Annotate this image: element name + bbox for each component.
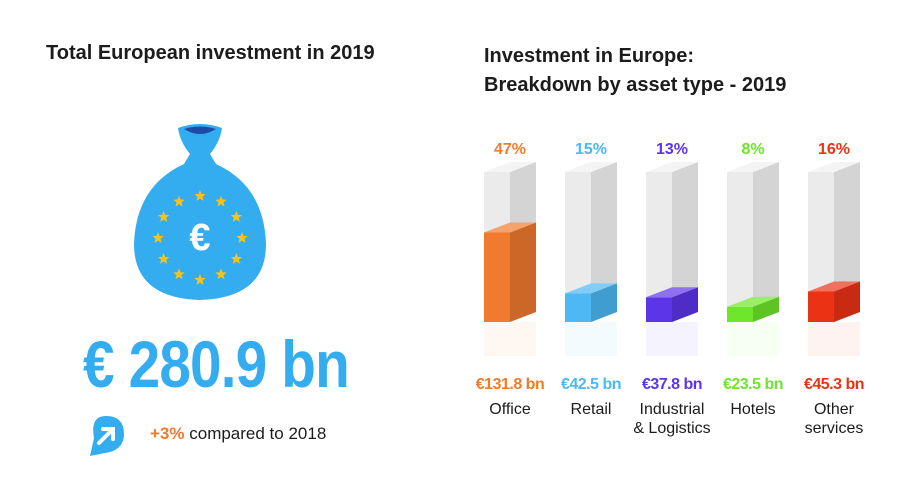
total-investment-title: Total European investment in 2019: [46, 42, 375, 64]
eu-star-icon: [173, 195, 185, 207]
breakdown-title-line1: Investment in Europe:: [484, 45, 695, 67]
bar-track-top: [808, 162, 860, 172]
bar-amount-label: €23.5 bn: [722, 376, 784, 393]
bar-track-side: [672, 162, 698, 322]
bar-category-label: Hotels: [730, 401, 776, 418]
bar-percent-label: 47%: [493, 141, 527, 158]
growth-caption: compared to 2018: [189, 424, 327, 443]
bar-category-label: Retail: [570, 401, 612, 418]
growth-text: +3% compared to 2018: [150, 424, 326, 444]
bar-top: [565, 283, 617, 294]
bar-amount-label: €45.3 bn: [803, 376, 865, 393]
bar-reflection: [565, 322, 617, 356]
bar-percent-label: 15%: [574, 141, 608, 158]
asset-type-chart: [484, 162, 860, 356]
bar-top: [727, 296, 779, 307]
bar-reflection: [484, 322, 536, 356]
bar-amount-label: €37.8 bn: [641, 376, 703, 393]
bar-front: [646, 297, 672, 322]
bar-top: [808, 281, 860, 292]
bar-front: [808, 291, 834, 322]
bar-track-top: [727, 162, 779, 172]
eu-star-ring: [152, 190, 248, 285]
bar-side: [834, 281, 860, 322]
eu-star-icon: [230, 211, 243, 222]
eu-star-icon: [152, 232, 164, 243]
eu-star-icon: [236, 232, 248, 243]
bar-front: [484, 232, 510, 322]
bar-top: [484, 222, 536, 233]
bar-front: [565, 293, 591, 322]
total-investment-value: € 280.9 bn: [83, 327, 350, 401]
eu-star-icon: [194, 190, 206, 201]
bar-track-side: [591, 162, 617, 322]
bar-percent-label: 16%: [817, 141, 851, 158]
bar-amount-label: €42.5 bn: [560, 376, 622, 393]
bar-side: [591, 283, 617, 322]
bar-track-top: [646, 162, 698, 172]
eu-star-icon: [215, 195, 227, 207]
euro-symbol: €: [189, 217, 210, 259]
bar-category-label: Industrial & Logistics: [633, 401, 711, 437]
bar-category-label: Other services: [804, 401, 864, 437]
bar-side: [672, 287, 698, 322]
bar-category-label: Office: [489, 401, 531, 418]
bar-track-top: [484, 162, 536, 172]
eu-star-icon: [230, 253, 243, 264]
bar-amount-label: €131.8 bn: [475, 376, 545, 393]
bar-track-front: [646, 172, 672, 322]
bar-track-side: [753, 162, 779, 322]
bar-reflection: [646, 322, 698, 356]
eu-star-icon: [173, 268, 185, 280]
bar-track-front: [565, 172, 591, 322]
bar-side: [510, 222, 536, 322]
bar-reflection: [808, 322, 860, 356]
eu-star-icon: [215, 268, 227, 280]
breakdown-title-line2: Breakdown by asset type - 2019: [484, 74, 787, 96]
bar-percent-label: 13%: [655, 141, 689, 158]
eu-star-icon: [194, 274, 206, 285]
money-bag-icon: €: [134, 124, 266, 300]
bar-track-top: [565, 162, 617, 172]
bar-percent-label: 8%: [741, 141, 765, 158]
eu-star-icon: [157, 253, 170, 264]
bar-top: [646, 287, 698, 298]
eu-star-icon: [157, 211, 170, 222]
bar-track-front: [727, 172, 753, 322]
bar-front: [727, 306, 753, 322]
breakdown-title: Investment in Europe: Breakdown by asset…: [484, 42, 786, 100]
growth-percent: +3%: [150, 424, 185, 443]
bar-side: [753, 296, 779, 322]
arrow-up-right-icon: [90, 416, 124, 456]
bar-reflection: [727, 322, 779, 356]
